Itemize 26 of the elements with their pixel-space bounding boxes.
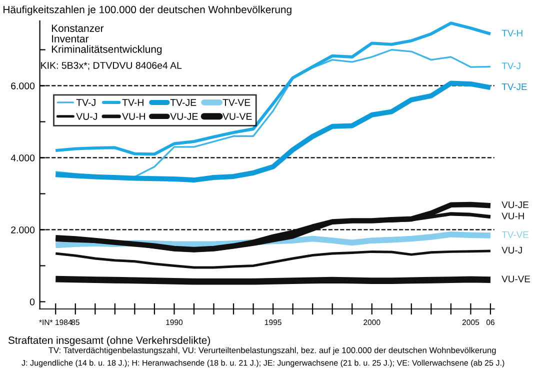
text: TV-H bbox=[502, 30, 522, 36]
legend-label: TV-JE bbox=[170, 99, 196, 106]
y-tick-label: 0 bbox=[30, 298, 35, 306]
text: VU-VE bbox=[502, 276, 530, 282]
text: TV: Tatverdächtigenbelastungszahl, VU: Verurteiltenbelastungszahl, bez. auf je 100.000 der deutschen Wohnbevölkerung bbox=[48, 347, 496, 355]
text: VU-H bbox=[502, 212, 524, 220]
text: VU-JE bbox=[502, 202, 528, 208]
legend-label: TV-J bbox=[76, 99, 96, 106]
legend-label: VU-JE bbox=[170, 113, 198, 120]
text: TV-J bbox=[502, 62, 520, 70]
legend-label: VU-VE bbox=[222, 113, 252, 120]
x-axis-title: Straftaten insgesamt (ohne Verkehrsdelikte) bbox=[8, 336, 210, 346]
annotation: KIK: 5B3x*; DTVDVU 8406e4 AL bbox=[41, 62, 182, 70]
y-tick-label: 6.000 bbox=[11, 82, 35, 90]
text: J: Jugendliche (14 b. u. 18 J.); H: Heranwachsende (18 b. u. 21 J.); JE: Jungerwachsene (21 b. u. 25 J.); VE: Vollerwachsene (ab 25 J.) bbox=[22, 360, 504, 368]
legend-label: TV-H bbox=[122, 99, 144, 106]
annotation: Konstanzer Inventar Kriminalitätsentwicklung bbox=[52, 24, 162, 55]
y-tick-label: 4.000 bbox=[10, 154, 35, 162]
text: TV-JE bbox=[502, 83, 527, 90]
legend-label: TV-VE bbox=[222, 99, 250, 106]
y-tick-label: 2.000 bbox=[11, 226, 35, 234]
chart-title: Häufigkeitszahlen je 100.000 der deutschen Wohnbevölkerung bbox=[4, 6, 292, 16]
legend-label: VU-H bbox=[122, 113, 146, 120]
legend-label: VU-J bbox=[76, 113, 98, 120]
text: VU-J bbox=[502, 246, 522, 254]
text: TV-VE bbox=[502, 231, 528, 238]
